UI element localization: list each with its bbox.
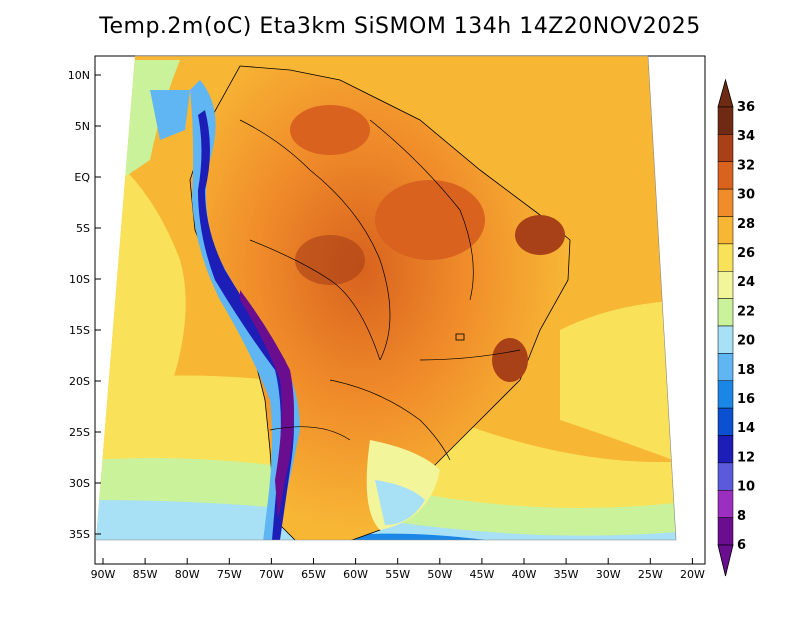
color-scale-bar: 6 8 10 12 14 16 18 20 22 24 26 28 30 32 34 36 [717, 78, 755, 577]
lon-tick-label: 25W [638, 568, 663, 581]
colorbar-label: 34 [737, 129, 755, 144]
lon-tick-label: 20W [680, 568, 705, 581]
colorbar-label: 30 [737, 188, 755, 203]
colorbar-segment [717, 407, 734, 436]
lon-tick-label: 50W [427, 568, 452, 581]
colorbar-segment [717, 517, 734, 546]
lon-tick-label: 45W [469, 568, 494, 581]
lat-tick-label: 15S [69, 324, 90, 337]
colorbar-segment [717, 243, 734, 272]
colorbar-segment [717, 325, 734, 354]
lon-tick-label: 65W [301, 568, 326, 581]
lat-tick-label: 10N [68, 69, 90, 82]
colorbar-max-arrow [717, 78, 734, 108]
latitude-axis: 10N 5N EQ 5S 10S 15S 20S 25S 30S 35S [68, 69, 101, 541]
map-title: Temp.2m(oC) Eta3km SiSMOM 134h 14Z20NOV2… [99, 14, 701, 39]
colorbar-segment [717, 106, 734, 135]
colorbar-label: 28 [737, 217, 755, 232]
lat-tick-label: 5S [76, 222, 90, 235]
colorbar-segment [717, 161, 734, 190]
colorbar-min-arrow [717, 544, 734, 577]
lon-tick-label: 40W [512, 568, 537, 581]
lat-tick-label: EQ [74, 171, 90, 184]
colorbar-label: 36 [737, 100, 755, 115]
lat-tick-label: 10S [69, 273, 90, 286]
lat-tick-label: 35S [69, 528, 90, 541]
colorbar-label: 16 [737, 392, 755, 407]
colorbar-segment [717, 298, 734, 327]
colorbar-segment [717, 435, 734, 464]
colorbar-segment [717, 353, 734, 381]
colorbar-label: 14 [737, 421, 755, 436]
colorbar-segment [717, 380, 734, 409]
colorbar-segment [717, 490, 734, 518]
temperature-field [96, 56, 676, 540]
colorbar-label: 24 [737, 275, 755, 290]
lat-tick-label: 20S [69, 375, 90, 388]
colorbar-label: 10 [737, 480, 755, 495]
colorbar-segment [717, 271, 734, 299]
colorbar-label: 22 [737, 304, 755, 319]
lat-tick-label: 5N [75, 120, 90, 133]
colorbar-label: 8 [737, 509, 746, 524]
longitude-axis: 90W 85W 80W 75W 70W 65W 60W 55W 50W 45W 40W 35W 30W 2… [91, 558, 705, 581]
colorbar-label: 20 [737, 334, 755, 349]
colorbar-label: 12 [737, 450, 755, 465]
lon-tick-label: 80W [175, 568, 200, 581]
colorbar-segment [717, 216, 734, 245]
colorbar-segment [717, 462, 734, 491]
colorbar-label: 32 [737, 158, 755, 173]
lon-tick-label: 75W [217, 568, 242, 581]
colorbar-label: 18 [737, 363, 755, 378]
colorbar-segment [717, 134, 734, 162]
lat-tick-label: 30S [69, 477, 90, 490]
lon-tick-label: 30W [596, 568, 621, 581]
colorbar-segment [717, 188, 734, 217]
lat-tick-label: 25S [69, 426, 90, 439]
lon-tick-label: 35W [554, 568, 579, 581]
lon-tick-label: 70W [259, 568, 284, 581]
colorbar-label: 6 [737, 538, 746, 553]
lon-tick-label: 90W [91, 568, 116, 581]
lon-tick-label: 85W [133, 568, 158, 581]
colorbar-label: 26 [737, 246, 755, 261]
lon-tick-label: 60W [343, 568, 368, 581]
lon-tick-label: 55W [385, 568, 410, 581]
